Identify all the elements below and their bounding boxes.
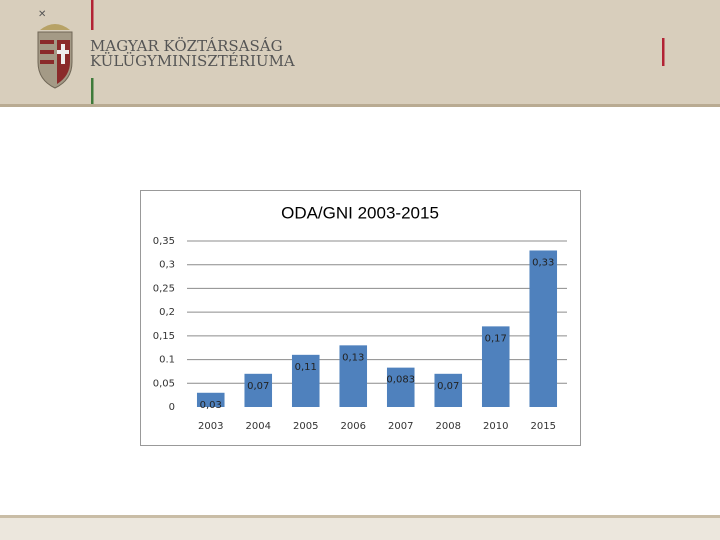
x-tick-label: 2010 — [483, 421, 508, 432]
bar — [244, 373, 273, 407]
org-line1: MAGYAR KÖZTÁRSASÁG — [90, 37, 283, 55]
bar — [434, 373, 463, 407]
bar — [529, 250, 558, 407]
y-tick-label: 0,25 — [153, 283, 175, 294]
header-band — [0, 0, 720, 104]
data-label: 0,33 — [532, 257, 554, 268]
chart-title: ODA/GNI 2003-2015 — [281, 203, 439, 222]
coat-of-arms: ✕ — [37, 9, 73, 89]
org-line2: KÜLÜGYMINISZTÉRIUMA — [90, 52, 295, 70]
accent-green — [91, 78, 94, 104]
footer-rule — [0, 515, 720, 518]
bar — [291, 354, 320, 407]
data-label: 0,13 — [342, 352, 364, 363]
bar — [481, 326, 510, 407]
x-tick-label: 2005 — [293, 421, 318, 432]
y-tick-label: 0,35 — [153, 236, 175, 247]
x-tick-label: 2003 — [198, 421, 223, 432]
y-tick-label: 0.1 — [159, 355, 175, 366]
data-label: 0,07 — [437, 381, 459, 392]
y-tick-label: 0,3 — [159, 260, 175, 271]
data-label: 0,11 — [295, 362, 317, 373]
footer-band — [0, 518, 720, 540]
bar — [339, 345, 368, 407]
cross: ✕ — [38, 9, 46, 20]
y-tick-label: 0,05 — [153, 378, 175, 389]
y-tick-label: 0,2 — [159, 307, 175, 318]
data-label: 0,083 — [386, 375, 415, 386]
x-tick-label: 2007 — [388, 421, 413, 432]
data-label: 0,07 — [247, 381, 269, 392]
accent-red — [91, 0, 94, 30]
bar — [196, 392, 225, 407]
bar — [386, 367, 415, 407]
x-tick-label: 2008 — [436, 421, 461, 432]
header-rule — [0, 104, 720, 107]
x-tick-label: 2015 — [531, 421, 556, 432]
data-label: 0,03 — [200, 400, 222, 411]
accent-red-right — [662, 38, 665, 66]
y-tick-label: 0 — [169, 402, 175, 413]
x-tick-label: 2004 — [246, 421, 271, 432]
data-label: 0,17 — [485, 333, 507, 344]
y-tick-label: 0,15 — [153, 331, 175, 342]
x-tick-label: 2006 — [341, 421, 366, 432]
